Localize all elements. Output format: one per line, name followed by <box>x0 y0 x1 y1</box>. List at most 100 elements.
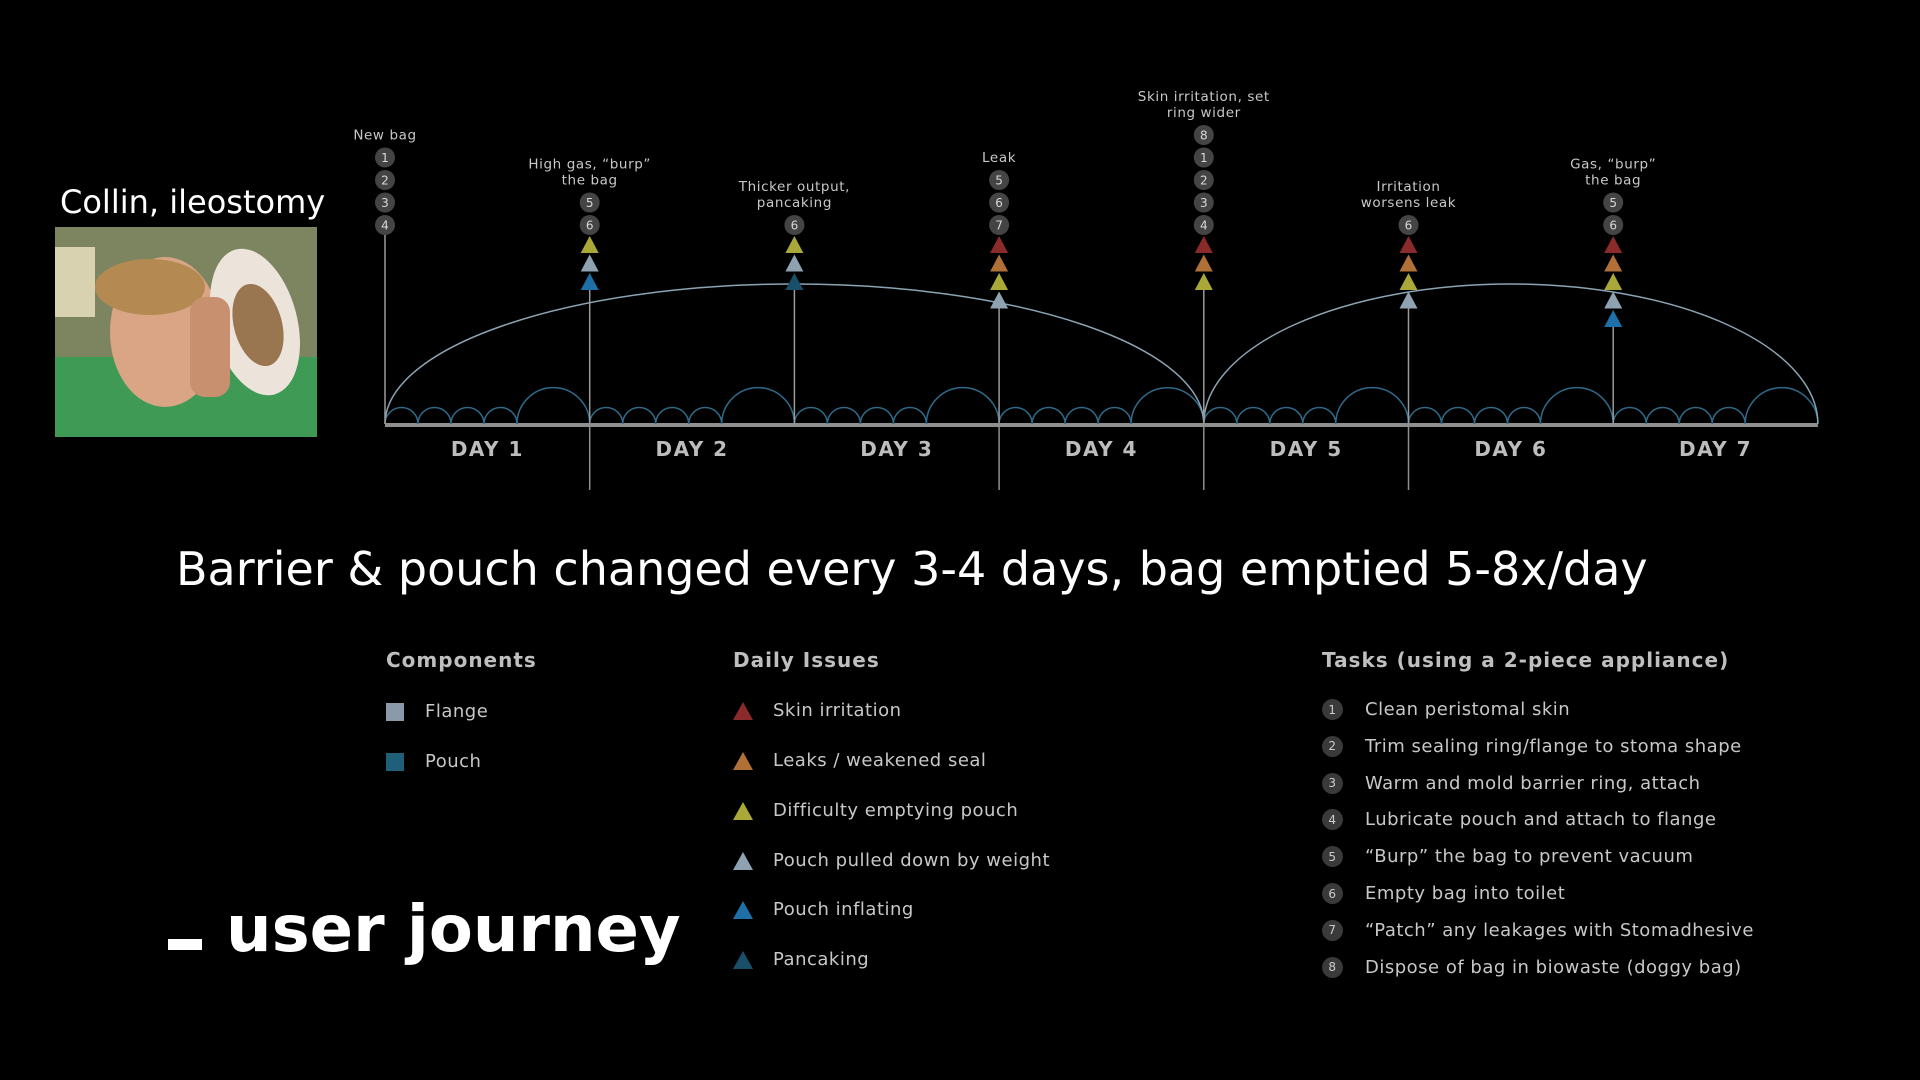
task-number-badge <box>375 147 395 168</box>
task-number-text: 8 <box>1200 129 1208 143</box>
task-number-badge <box>375 170 395 190</box>
brand-title: user journey <box>168 898 681 962</box>
issue-triangle-icon <box>1194 273 1213 290</box>
empty-bag-arc <box>1612 406 1647 425</box>
issue-triangle-icon <box>1604 291 1623 309</box>
task-number-badge <box>989 215 1010 235</box>
tasks-title: Tasks (using a 2-piece appliance) <box>1322 648 1730 672</box>
triangle-icon <box>733 900 753 919</box>
event-label: Gas, “burp” <box>1570 157 1656 173</box>
empty-bag-arc <box>654 406 690 425</box>
day-label: DAY 7 <box>1679 437 1752 461</box>
issue-triangle-icon <box>785 273 804 290</box>
empty-bag-arc <box>1440 406 1476 425</box>
timeline-baseline <box>385 423 1818 427</box>
legend-issue-label: Pouch pulled down by weight <box>773 850 1050 871</box>
components-title: Components <box>386 648 537 672</box>
empty-bag-arc <box>859 406 895 425</box>
empty-bag-arc <box>450 406 485 425</box>
task-label: Dispose of bag in biowaste (doggy bag) <box>1365 956 1742 978</box>
empty-bag-arc <box>1407 406 1443 425</box>
task-number-text: 6 <box>995 196 1003 210</box>
issue-triangle-icon <box>785 254 804 272</box>
task-number-text: 1 <box>1200 151 1208 165</box>
event-label: pancaking <box>757 195 832 211</box>
day-label: DAY 5 <box>1270 437 1343 461</box>
issue-triangle-icon <box>1604 310 1623 327</box>
issue-triangle-icon <box>1604 273 1623 290</box>
empty-bag-arc <box>621 406 657 425</box>
empty-bag-arc <box>925 386 1000 425</box>
event-label: Leak <box>982 150 1016 166</box>
persona-photo <box>55 227 317 437</box>
task-number-text: 7 <box>995 219 1003 233</box>
task-number-text: 5 <box>1609 196 1617 210</box>
task-number-badge <box>1193 125 1214 145</box>
legend-issue-label: Pancaking <box>773 949 870 970</box>
empty-bag-arc <box>588 406 624 425</box>
triangle-icon <box>733 801 753 820</box>
legend-issue-label: Difficulty emptying pouch <box>773 800 1019 821</box>
legend-issue-pulled: Pouch pulled down by weight <box>733 850 1050 871</box>
task-number-text: 5 <box>995 174 1003 188</box>
task-number-text: 2 <box>1200 174 1208 188</box>
task-label: Trim sealing ring/flange to stoma shape <box>1365 735 1742 757</box>
issue-triangle-icon <box>580 236 599 253</box>
legend-issue-pancaking: Pancaking <box>733 949 869 970</box>
daily-issues-title: Daily Issues <box>733 648 880 672</box>
event-label: the bag <box>562 173 618 189</box>
task-number-text: 1 <box>381 151 389 165</box>
issue-triangle-icon <box>1399 273 1418 290</box>
empty-bag-arc <box>1473 406 1509 425</box>
legend-issue-label: Pouch inflating <box>773 899 914 920</box>
event-label: Thicker output, <box>738 179 850 195</box>
task-number-text: 4 <box>381 219 389 233</box>
triangle-icon <box>733 751 753 770</box>
day-label: DAY 6 <box>1474 437 1547 461</box>
empty-bag-arc <box>417 406 452 425</box>
empty-bag-arc <box>1130 386 1205 425</box>
task-number-badge <box>1193 147 1214 168</box>
task-number-text: 5 <box>586 196 594 210</box>
task-number-badge <box>1193 192 1214 213</box>
issue-triangle-icon <box>990 291 1009 309</box>
issue-triangle-icon <box>580 254 599 272</box>
task-number-badge <box>1398 215 1419 235</box>
task-number-text: 3 <box>381 196 389 210</box>
legend-pouch: Pouch <box>386 751 481 772</box>
task-label: “Burp” the bag to prevent vacuum <box>1365 846 1694 868</box>
task-item: 4 Lubricate pouch and attach to flange <box>1322 809 1716 831</box>
task-number-badge <box>989 192 1010 213</box>
legend-issue-difficulty: Difficulty emptying pouch <box>733 800 1018 821</box>
day-label: DAY 3 <box>860 437 933 461</box>
empty-bag-arc <box>793 406 829 425</box>
task-number-badge: 6 <box>1322 883 1343 904</box>
flange-swatch <box>386 702 404 721</box>
issue-triangle-icon <box>1604 236 1623 253</box>
task-number-text: 4 <box>1200 219 1208 233</box>
task-item: 8 Dispose of bag in biowaste (doggy bag) <box>1322 956 1742 978</box>
task-number-badge <box>375 215 395 235</box>
task-label: Warm and mold barrier ring, attach <box>1365 772 1701 794</box>
task-number-badge <box>989 170 1010 190</box>
barrier-change-arc <box>1203 283 1819 425</box>
empty-bag-arc <box>516 386 591 425</box>
task-number-text: 2 <box>381 174 389 188</box>
task-number-badge <box>784 215 805 235</box>
issue-triangle-icon <box>1194 254 1213 272</box>
issue-triangle-icon <box>1194 236 1213 253</box>
legend-issue-inflating: Pouch inflating <box>733 899 914 920</box>
empty-bag-arc <box>720 386 796 425</box>
legend-pouch-label: Pouch <box>425 751 482 772</box>
task-number-text: 6 <box>1405 219 1413 233</box>
task-item: 6 Empty bag into toilet <box>1322 883 1565 904</box>
task-item: 2 Trim sealing ring/flange to stoma shape <box>1322 735 1742 757</box>
task-number-badge: 2 <box>1322 735 1343 757</box>
empty-bag-arc <box>1539 386 1614 425</box>
triangle-icon <box>733 950 753 969</box>
task-number-badge <box>1603 215 1624 235</box>
empty-bag-arc <box>1506 406 1542 425</box>
headline: Barrier & pouch changed every 3-4 days, … <box>176 542 1648 596</box>
empty-bag-arc <box>1064 406 1099 425</box>
event-label: the bag <box>1585 173 1641 189</box>
